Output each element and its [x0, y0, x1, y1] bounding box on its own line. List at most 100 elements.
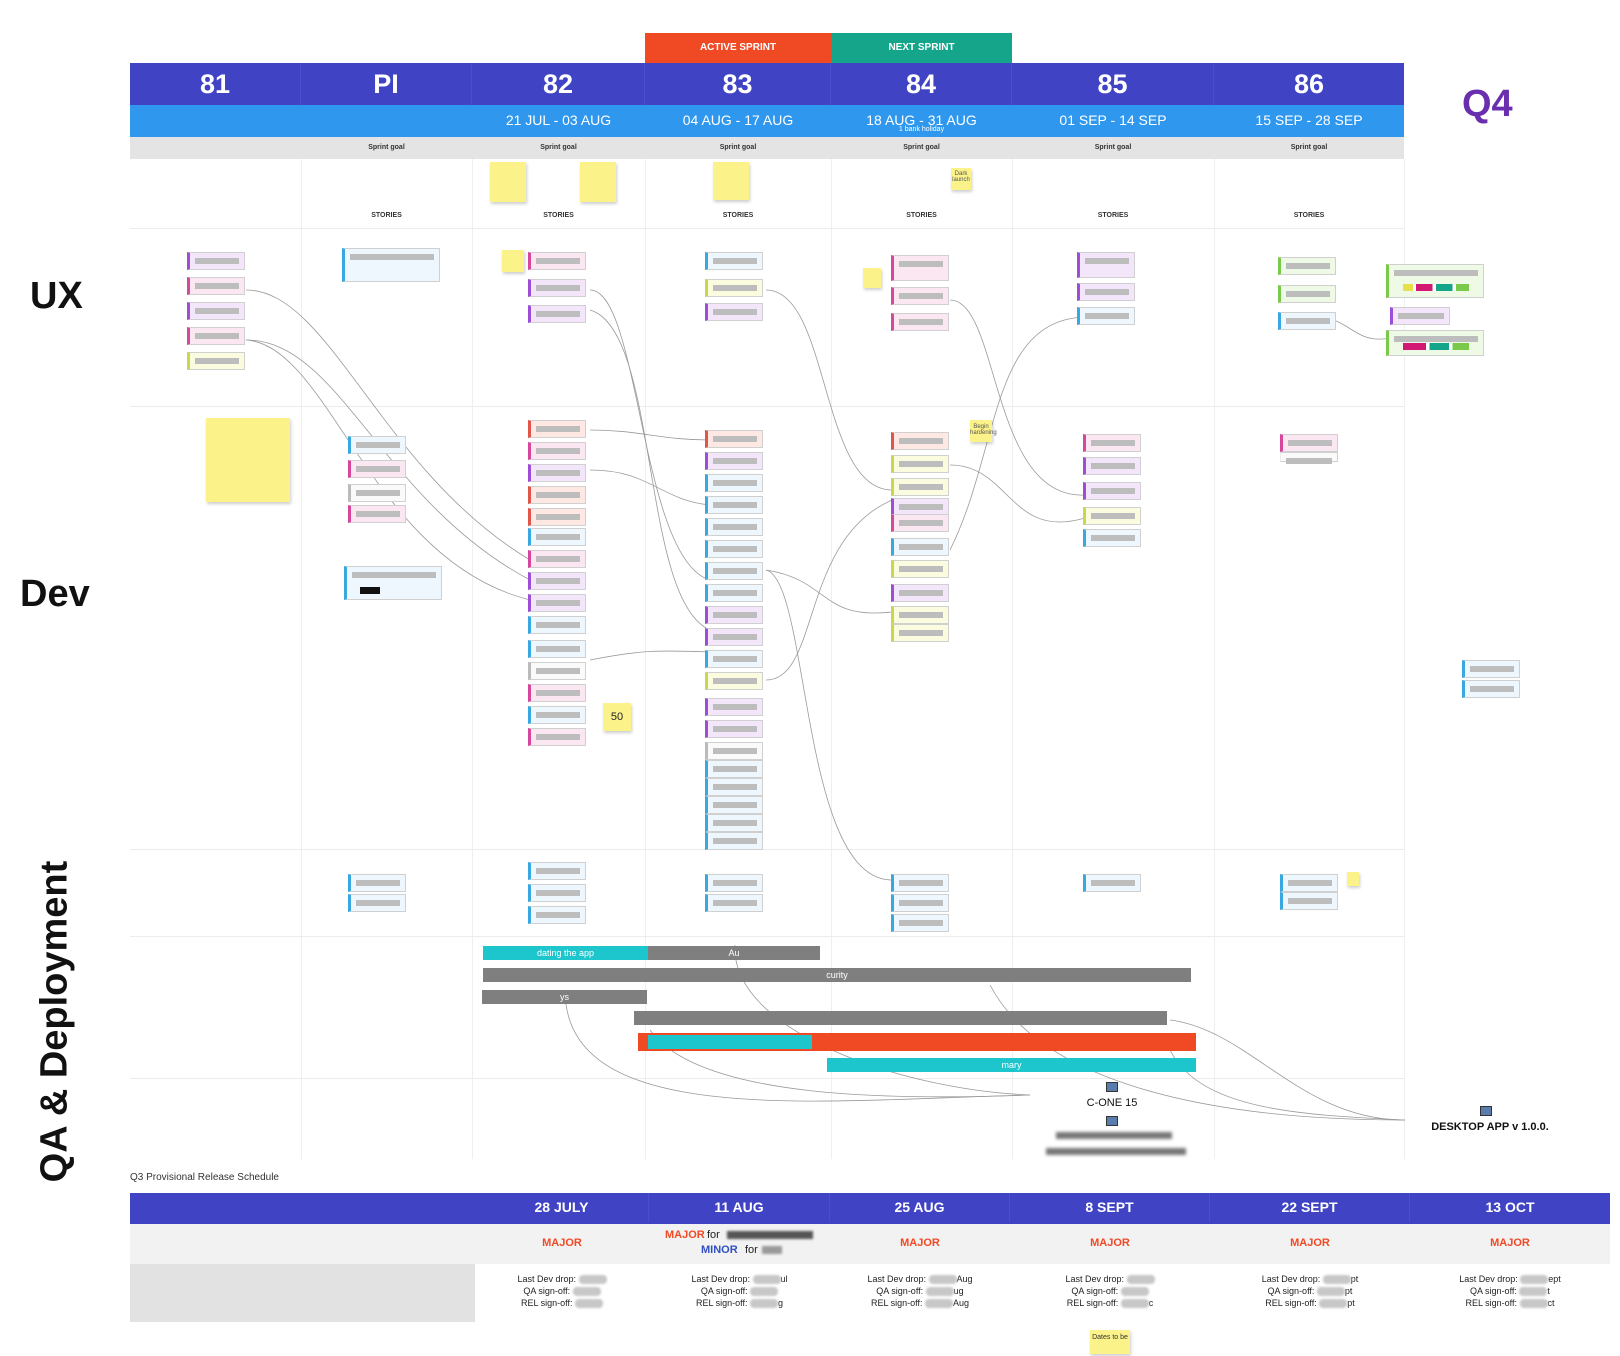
story-card[interactable]: [348, 894, 406, 912]
story-card[interactable]: [891, 874, 949, 892]
story-card[interactable]: [705, 496, 763, 514]
story-card[interactable]: [528, 572, 586, 590]
story-card[interactable]: [528, 616, 586, 634]
deployment-bar[interactable]: mary: [827, 1058, 1196, 1072]
story-card[interactable]: [528, 684, 586, 702]
story-card[interactable]: [705, 742, 763, 760]
story-card[interactable]: [1077, 252, 1135, 278]
story-card[interactable]: [528, 420, 586, 438]
story-card[interactable]: [187, 302, 245, 320]
note-sticky[interactable]: [502, 250, 524, 272]
story-card[interactable]: [528, 305, 586, 323]
deployment-bar[interactable]: ys: [482, 990, 647, 1004]
count-sticky[interactable]: 50: [603, 703, 631, 731]
story-card[interactable]: [891, 287, 949, 305]
story-card[interactable]: [705, 832, 763, 850]
story-card[interactable]: [705, 474, 763, 492]
story-card[interactable]: [705, 760, 763, 778]
story-card[interactable]: [891, 514, 949, 532]
story-card[interactable]: [528, 550, 586, 568]
c-one-milestone[interactable]: C-ONE 15: [1086, 1097, 1138, 1109]
deployment-bar[interactable]: curity: [483, 968, 1191, 982]
story-card[interactable]: [705, 778, 763, 796]
story-card[interactable]: [1280, 874, 1338, 892]
begin-hardening-sticky[interactable]: Begin hardening: [970, 420, 997, 442]
sprint-goal-sticky[interactable]: [490, 162, 526, 202]
story-card[interactable]: [891, 478, 949, 496]
desktop-app-milestone[interactable]: DESKTOP APP v 1.0.0.: [1431, 1121, 1549, 1133]
story-card[interactable]: [344, 566, 442, 600]
story-card[interactable]: [1083, 874, 1141, 892]
story-card[interactable]: [348, 436, 406, 454]
story-card[interactable]: [891, 914, 949, 932]
story-card[interactable]: [1462, 660, 1520, 678]
epic-card[interactable]: [1386, 264, 1484, 298]
story-card[interactable]: [1278, 257, 1336, 275]
story-card[interactable]: [705, 303, 763, 321]
story-card[interactable]: [705, 720, 763, 738]
sprint-goal-sticky[interactable]: [580, 162, 616, 202]
story-card[interactable]: [528, 884, 586, 902]
story-card[interactable]: [1390, 307, 1450, 325]
story-card[interactable]: [342, 248, 440, 282]
story-card[interactable]: [1083, 507, 1141, 525]
story-card[interactable]: [705, 628, 763, 646]
story-card[interactable]: [891, 894, 949, 912]
story-card[interactable]: [705, 894, 763, 912]
story-card[interactable]: [891, 584, 949, 602]
note-sticky[interactable]: [1347, 872, 1359, 886]
story-card[interactable]: [1083, 434, 1141, 452]
story-card[interactable]: [528, 862, 586, 880]
story-card[interactable]: [1077, 307, 1135, 325]
story-card[interactable]: [891, 606, 949, 624]
story-card[interactable]: [528, 706, 586, 724]
story-card[interactable]: [528, 594, 586, 612]
story-card[interactable]: [891, 313, 949, 331]
deployment-bar[interactable]: dating the app: [483, 946, 648, 960]
story-card[interactable]: [705, 562, 763, 580]
story-card[interactable]: [187, 327, 245, 345]
story-card[interactable]: [1280, 434, 1338, 452]
story-card[interactable]: [705, 874, 763, 892]
story-card[interactable]: [891, 560, 949, 578]
story-card[interactable]: [187, 352, 245, 370]
story-card[interactable]: [528, 464, 586, 482]
story-card[interactable]: [1083, 482, 1141, 500]
story-card[interactable]: [1280, 452, 1338, 464]
deployment-bar[interactable]: [648, 1035, 812, 1049]
story-card[interactable]: [705, 606, 763, 624]
story-card[interactable]: [891, 624, 949, 642]
story-card[interactable]: [705, 672, 763, 690]
story-card[interactable]: [705, 452, 763, 470]
story-card[interactable]: [705, 796, 763, 814]
story-card[interactable]: [187, 277, 245, 295]
story-card[interactable]: [891, 255, 949, 281]
sprint-85[interactable]: 85: [1012, 63, 1214, 105]
story-card[interactable]: [705, 279, 763, 297]
story-card[interactable]: [348, 505, 406, 523]
story-card[interactable]: [528, 279, 586, 297]
story-card[interactable]: [1077, 283, 1135, 301]
story-card[interactable]: [705, 252, 763, 270]
story-card[interactable]: [528, 906, 586, 924]
dark-launch-sticky[interactable]: Dark launch: [951, 168, 971, 190]
sprint-goal-sticky[interactable]: [713, 162, 749, 200]
story-card[interactable]: [705, 430, 763, 448]
notes-sticky[interactable]: [206, 418, 290, 502]
story-card[interactable]: [1278, 312, 1336, 330]
story-card[interactable]: [348, 484, 406, 502]
story-card[interactable]: [528, 528, 586, 546]
story-card[interactable]: [528, 252, 586, 270]
story-card[interactable]: [528, 640, 586, 658]
story-card[interactable]: [1462, 680, 1520, 698]
story-card[interactable]: [705, 698, 763, 716]
story-card[interactable]: [348, 874, 406, 892]
story-card[interactable]: [528, 662, 586, 680]
dates-to-be-sticky[interactable]: Dates to be: [1090, 1330, 1130, 1354]
deployment-bar[interactable]: [634, 1011, 1167, 1025]
story-card[interactable]: [528, 442, 586, 460]
story-card[interactable]: [891, 432, 949, 450]
sprint-83[interactable]: 83: [645, 63, 831, 105]
story-card[interactable]: [891, 455, 949, 473]
story-card[interactable]: [1280, 892, 1338, 910]
